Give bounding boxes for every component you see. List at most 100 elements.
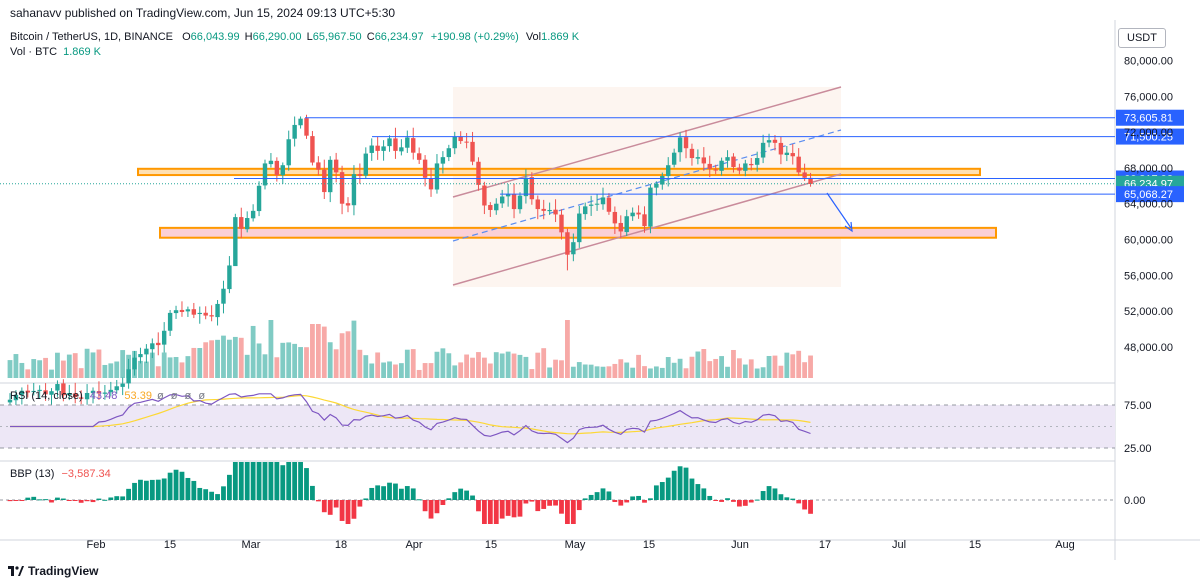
time-axis-tick: 17 [819,539,831,551]
candle-body [304,118,309,136]
candle-body [618,222,623,232]
bbp-bar [143,480,149,500]
volume-bar [731,349,736,378]
candle-body [138,354,143,358]
candle-body [790,153,795,157]
candle-body [677,137,683,153]
volume-bar [606,366,612,378]
candle-body [310,136,315,163]
bbp-bar [570,500,576,524]
volume-bar [43,357,48,378]
bbp-bar [227,474,232,500]
rsi-line [10,393,811,444]
bbp-bar [102,499,108,501]
candle-body [316,162,321,170]
volume-bar [327,342,333,378]
candle-body [553,209,558,215]
candle-body [588,204,594,206]
price-level-tag [1116,109,1184,126]
volume-bar [802,362,808,378]
bbp-bar [345,500,351,524]
volume-bar [440,348,446,378]
projection-arrow-head [844,221,853,233]
bbp-bar [624,500,630,503]
volume-bar [725,366,730,378]
volume-bar [499,353,505,378]
time-axis-tick: Mar [242,539,261,551]
bbp-bar [387,482,392,500]
volume-bar [796,350,802,378]
volume-bar [784,352,790,378]
volume-bar [695,351,701,378]
candle-body [250,210,256,219]
bbp-bar [369,487,375,500]
bbp-bar [665,477,671,500]
candle-body [221,288,226,304]
time-axis-tick: 15 [485,539,497,551]
volume-bar [333,349,339,378]
tradingview-footer[interactable]: TradingView [8,564,98,578]
volume-bar [683,368,689,378]
bbp-bar [185,477,191,500]
time-axis-tick: 15 [164,539,176,551]
candle-body [778,142,784,155]
volume-bar [559,360,564,378]
bbp-bar [155,479,161,500]
volume-bar [321,326,327,378]
candle-body [67,392,72,396]
candle-body [73,393,78,398]
volume-series-name[interactable]: Vol · BTC [10,46,58,58]
volume-bar [582,364,588,378]
bbp-bar [375,485,381,500]
price-axis-tick: 64,000.00 [1124,199,1173,211]
volume-bar [221,335,226,378]
candle-body [624,216,629,233]
price-axis-tick: 76,000.00 [1124,91,1173,103]
projection-arrow-line [826,192,852,229]
candle-body [268,160,274,165]
candle-body [559,214,564,233]
bbp-bar [588,494,594,500]
bbp-bar [404,486,410,500]
candle-body [535,199,540,210]
volume-bar [565,320,570,378]
candle-body [654,184,659,188]
vol-label: Vol [525,31,542,43]
currency-button[interactable]: USDT [1118,28,1166,48]
candle-body [523,177,529,197]
price-axis-tick: 68,000.00 [1124,163,1173,175]
volume-bar [66,354,72,378]
volume-bar [535,352,541,378]
candle-body [547,209,552,212]
volume-bar [707,361,713,378]
candle-body [322,169,327,193]
volume-bar [416,369,422,378]
bbp-bar [677,466,683,500]
symbol-name[interactable]: Bitcoin / TetherUS, 1D, BINANCE [10,31,174,43]
volume-bar [280,342,286,378]
bbp-bar [731,500,736,502]
candle-body [245,218,250,230]
bbp-bar [648,498,653,500]
rsi-legend[interactable]: RSI (14, close) 43.48 53.39 ø ø ø ø [10,390,207,402]
bbp-bar [452,492,458,500]
volume-bar [369,363,375,378]
volume-bar [553,359,558,378]
volume-bar [375,352,381,378]
volume-bar [446,353,452,378]
candle-body [719,160,724,171]
volume-bar [487,363,493,378]
bbp-bar [286,462,292,500]
bbp-bar [410,488,416,500]
volume-bar [517,354,523,378]
volume-bar [191,347,197,378]
candle-body [31,390,36,393]
volume-bar [422,363,428,378]
bbp-bar [209,491,215,500]
time-axis-tick: May [565,539,586,551]
bbp-bar [49,500,54,503]
price-axis-tick: 72,000.00 [1124,127,1173,139]
bbp-bar [315,500,321,502]
bbp-legend[interactable]: BBP (13) −3,587.34 [10,468,111,480]
